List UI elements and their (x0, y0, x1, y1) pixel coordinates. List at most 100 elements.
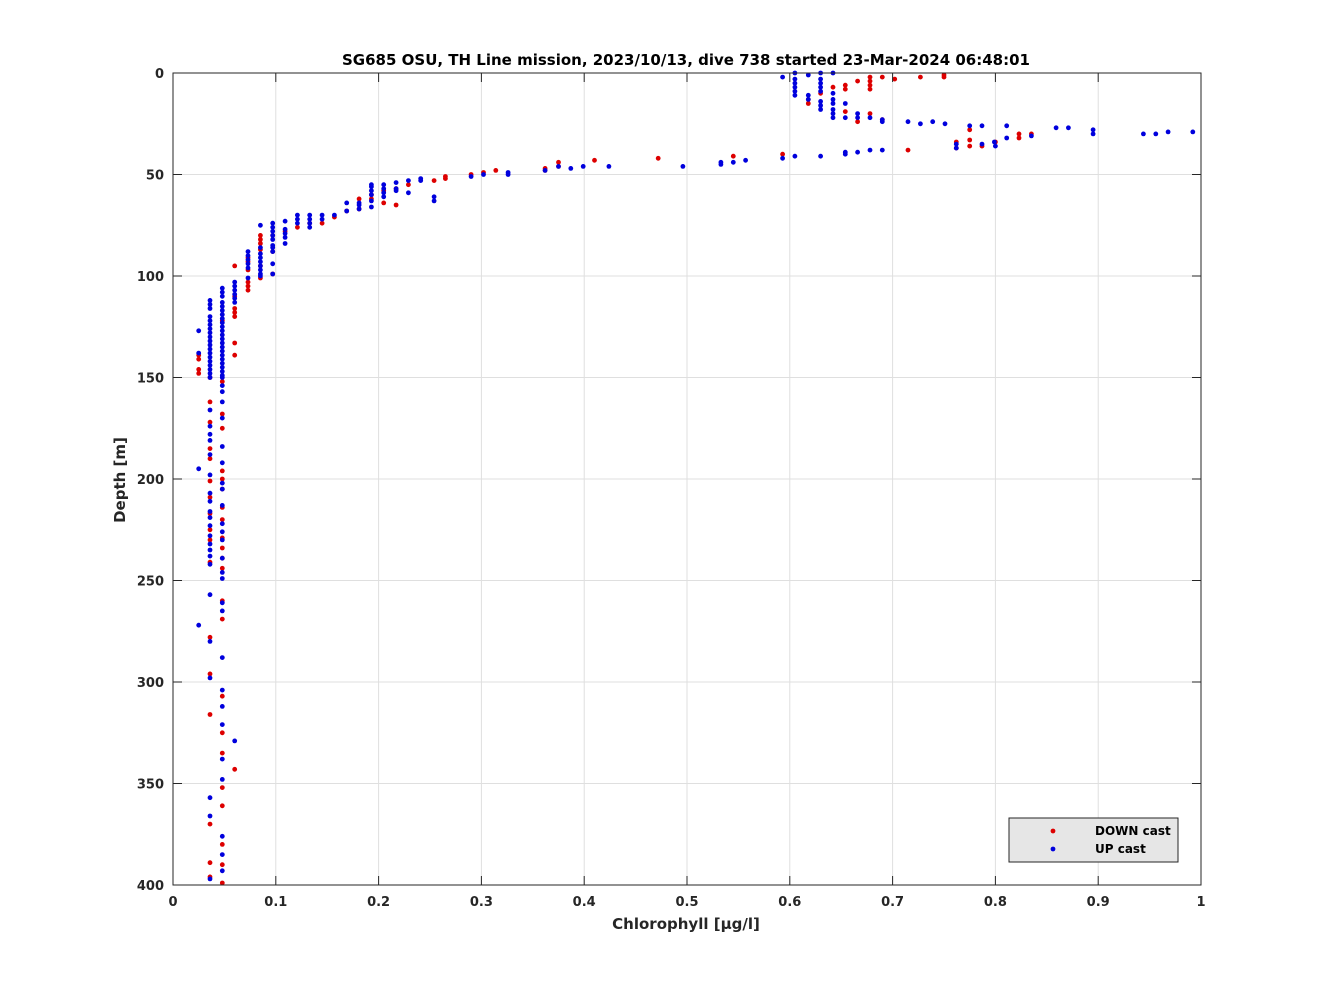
data-point-up-cast (406, 178, 411, 184)
data-point-up-cast (406, 190, 411, 196)
data-point-up-cast (730, 159, 736, 165)
x-tick-label: 0.2 (367, 895, 390, 910)
data-point-up-cast (219, 364, 225, 370)
data-point-down-cast (967, 127, 973, 133)
data-point-down-cast (232, 263, 238, 269)
data-point-down-cast (207, 712, 213, 717)
data-point-up-cast (196, 466, 202, 472)
data-point-down-cast (855, 78, 860, 84)
data-point-down-cast (867, 82, 873, 88)
data-point-up-cast (258, 245, 263, 251)
data-point-down-cast (842, 82, 848, 88)
data-point-up-cast (219, 352, 225, 358)
data-point-up-cast (207, 350, 213, 356)
data-point-up-cast (930, 119, 936, 125)
data-point-up-cast (718, 162, 724, 167)
data-point-up-cast (219, 348, 225, 354)
data-point-up-cast (1090, 127, 1096, 133)
data-point-up-cast (918, 121, 923, 127)
data-point-down-cast (219, 616, 225, 622)
data-point-up-cast (842, 101, 848, 106)
data-point-up-cast (842, 115, 848, 121)
data-point-up-cast (207, 523, 213, 529)
data-point-up-cast (780, 155, 785, 161)
data-point-up-cast (207, 358, 213, 364)
data-point-up-cast (219, 704, 225, 709)
y-tick-label: 400 (137, 879, 164, 894)
data-point-down-cast (431, 178, 437, 184)
data-point-up-cast (344, 200, 350, 206)
grid-layer (173, 73, 1201, 885)
data-point-up-cast (830, 101, 836, 106)
data-point-up-cast (606, 164, 612, 169)
data-point-down-cast (356, 196, 362, 202)
data-point-down-cast (941, 74, 947, 80)
data-point-down-cast (855, 119, 860, 125)
data-point-up-cast (219, 460, 225, 466)
data-point-up-cast (219, 486, 225, 492)
data-point-down-cast (258, 241, 263, 246)
data-point-up-cast (258, 263, 263, 269)
data-point-up-cast (207, 326, 213, 332)
data-point-down-cast (258, 237, 263, 242)
data-point-up-cast (356, 202, 362, 208)
data-point-up-cast (369, 204, 374, 210)
data-point-up-cast (842, 151, 848, 157)
data-point-up-cast (393, 180, 399, 186)
data-point-up-cast (743, 157, 748, 163)
data-point-up-cast (219, 480, 225, 486)
data-point-up-cast (270, 261, 276, 267)
data-point-up-cast (830, 115, 836, 121)
data-point-up-cast (207, 553, 213, 559)
data-point-down-cast (232, 340, 238, 346)
data-point-up-cast (207, 367, 213, 372)
data-point-up-cast (207, 407, 213, 413)
data-point-up-cast (258, 273, 263, 279)
data-point-down-cast (381, 200, 387, 206)
data-point-down-cast (918, 74, 923, 80)
data-point-up-cast (219, 444, 225, 449)
data-point-up-cast (282, 241, 288, 246)
data-point-up-cast (232, 283, 238, 289)
data-point-down-cast (393, 202, 399, 208)
data-point-up-cast (219, 389, 225, 395)
x-tick-label: 0 (168, 895, 177, 910)
data-point-down-cast (867, 74, 873, 80)
data-point-up-cast (219, 369, 225, 374)
data-point-down-cast (232, 352, 238, 358)
data-point-up-cast (818, 88, 823, 94)
data-point-up-cast (219, 300, 225, 305)
data-point-up-cast (196, 622, 202, 628)
data-point-up-cast (319, 216, 325, 222)
data-point-down-cast (219, 468, 225, 474)
data-point-up-cast (830, 107, 836, 112)
y-tick-label: 150 (137, 372, 164, 387)
data-point-down-cast (443, 176, 448, 182)
data-point-down-cast (219, 425, 225, 431)
data-point-up-cast (867, 115, 873, 121)
data-point-up-cast (818, 103, 823, 108)
data-point-up-cast (207, 322, 213, 328)
data-point-down-cast (1016, 131, 1022, 137)
data-point-down-cast (219, 785, 225, 790)
data-point-up-cast (219, 655, 225, 660)
data-point-down-cast (842, 86, 848, 92)
data-point-up-cast (431, 198, 437, 204)
data-point-down-cast (232, 766, 238, 772)
data-point-up-cast (258, 255, 263, 261)
data-point-down-cast (219, 476, 225, 482)
data-point-up-cast (830, 90, 836, 96)
data-point-up-cast (207, 876, 213, 882)
data-point-down-cast (892, 76, 898, 82)
data-point-up-cast (207, 547, 213, 553)
data-point-up-cast (207, 306, 213, 311)
x-axis-label: Chlorophyll [μg/l] (612, 915, 760, 933)
data-point-up-cast (905, 119, 911, 125)
data-point-up-cast (992, 139, 997, 145)
data-point-up-cast (219, 868, 225, 874)
data-point-down-cast (967, 143, 973, 149)
data-point-up-cast (219, 555, 225, 561)
data-point-down-cast (207, 821, 213, 827)
x-tick-label: 0.1 (264, 895, 287, 910)
